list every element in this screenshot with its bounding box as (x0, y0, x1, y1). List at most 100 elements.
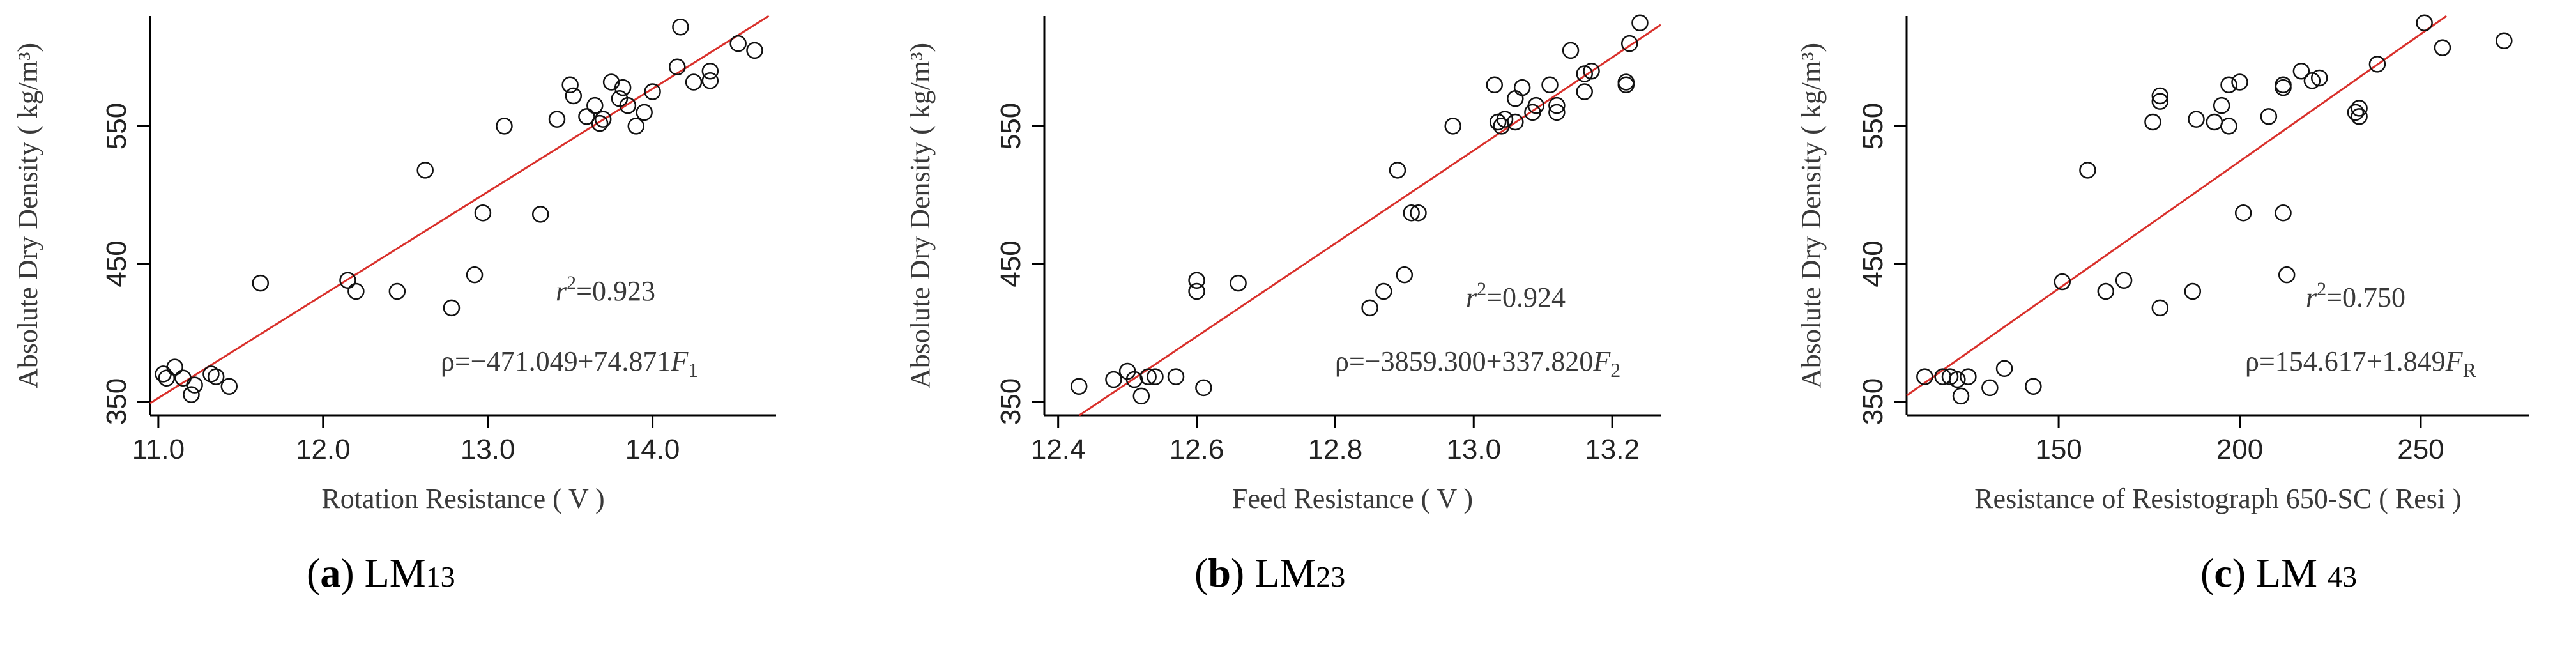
data-point (2151, 93, 2169, 110)
data-point (1916, 368, 1933, 385)
chart-c: 150 200 250 350 450 550 Resistance of Resistog… (1795, 14, 2529, 514)
data-point (347, 282, 365, 300)
x-tick-label: 11.0 (132, 434, 185, 465)
data-point (1444, 118, 1461, 135)
r2-superscript: 2 (2317, 279, 2326, 300)
equation-variable: F (2445, 346, 2464, 377)
r2-symbol: r (2306, 282, 2317, 313)
data-point (186, 376, 203, 394)
regression-line (1906, 15, 2448, 397)
data-point (183, 386, 200, 403)
equation-body: ρ=154.617+1.849 (2245, 346, 2446, 377)
equation-annotation: ρ=154.617+1.849FR (2245, 346, 2476, 381)
data-point (1548, 96, 1566, 114)
y-tick-label: 350 (995, 378, 1026, 425)
data-point (531, 206, 549, 223)
y-tick-label: 350 (1857, 378, 1889, 425)
data-point (1548, 104, 1566, 121)
data-point (685, 73, 703, 91)
r2-value: =0.923 (576, 275, 655, 307)
data-point (2275, 76, 2292, 94)
data-point (1576, 65, 1593, 82)
x-tick-label: 14.0 (625, 434, 680, 465)
data-point (2151, 87, 2169, 105)
data-point (614, 79, 632, 96)
data-point (1410, 204, 1427, 222)
data-point (2275, 204, 2292, 222)
data-point (339, 272, 356, 289)
x-axis-title: Feed Resistance ( V ) (1232, 483, 1473, 514)
data-point (1389, 162, 1406, 179)
data-point (388, 282, 406, 300)
data-point (2496, 32, 2513, 50)
data-point (1981, 379, 1999, 397)
data-point (1562, 42, 1580, 59)
data-point (1952, 387, 1970, 405)
r-squared-annotation: r2=0.923 (556, 272, 655, 307)
y-tick-label: 450 (101, 240, 132, 287)
data-point (1489, 113, 1507, 131)
data-point (1403, 204, 1420, 222)
data-point (2434, 39, 2451, 56)
equation-body: ρ=−471.049+74.871 (441, 346, 671, 377)
data-point (2079, 162, 2096, 179)
data-point (2310, 69, 2328, 87)
data-point (1188, 272, 1205, 289)
data-point (474, 204, 492, 222)
y-tick-label: 550 (101, 103, 132, 150)
data-point (1583, 62, 1600, 80)
r-squared-annotation: r2=0.750 (2306, 279, 2405, 313)
r2-symbol: r (556, 275, 567, 307)
equation-subscript: 1 (688, 358, 698, 381)
data-point (1147, 368, 1164, 385)
data-point (166, 358, 183, 376)
caption-c: (c) LM 43 (2200, 550, 2358, 595)
data-point (578, 108, 595, 125)
data-point (729, 35, 747, 52)
data-point (565, 87, 583, 105)
equation-variable: F (1592, 346, 1611, 377)
data-point (2351, 100, 2368, 117)
data-point (1375, 282, 1392, 300)
equation-body: ρ=−3859.300+337.820 (1335, 346, 1593, 377)
data-point (2184, 282, 2202, 300)
x-tick-label: 12.8 (1308, 434, 1363, 465)
x-tick-label: 150 (2035, 434, 2082, 465)
data-point (672, 18, 689, 36)
x-tick-label: 12.0 (296, 434, 351, 465)
r2-value: =0.924 (1486, 282, 1566, 313)
data-point (602, 73, 620, 91)
data-point (2231, 73, 2248, 91)
data-point (1105, 371, 1122, 388)
equation-variable: F (670, 346, 689, 377)
equation-subscript: R (2462, 358, 2476, 381)
data-point (1941, 368, 1959, 385)
x-axis-title: Rotation Resistance ( V ) (321, 483, 604, 514)
data-point (2220, 76, 2237, 94)
data-point (701, 72, 719, 89)
data-point (1617, 76, 1635, 94)
data-point (636, 104, 653, 121)
y-tick-label: 350 (101, 378, 132, 425)
equation-annotation: ρ=−471.049+74.871F1 (441, 346, 698, 381)
data-point (627, 118, 645, 135)
data-point (669, 58, 686, 75)
data-point (2260, 108, 2278, 125)
y-tick-label: 450 (1857, 240, 1889, 287)
data-point (496, 118, 513, 135)
r2-value: =0.750 (2326, 282, 2405, 313)
data-point (1541, 76, 1559, 94)
data-point (155, 365, 172, 383)
data-point (2025, 378, 2042, 395)
data-point (1576, 83, 1593, 100)
data-point (1396, 266, 1414, 284)
y-axis-title: Absolute Dry Density ( kg/m³) (12, 43, 43, 388)
data-point (1631, 14, 1649, 32)
data-point (1070, 378, 1088, 395)
y-tick-label: 550 (995, 103, 1026, 150)
y-tick-label: 450 (995, 240, 1026, 287)
regression-line (1079, 24, 1661, 417)
x-tick-label: 250 (2397, 434, 2444, 465)
data-point (619, 96, 637, 114)
data-point (561, 76, 579, 94)
